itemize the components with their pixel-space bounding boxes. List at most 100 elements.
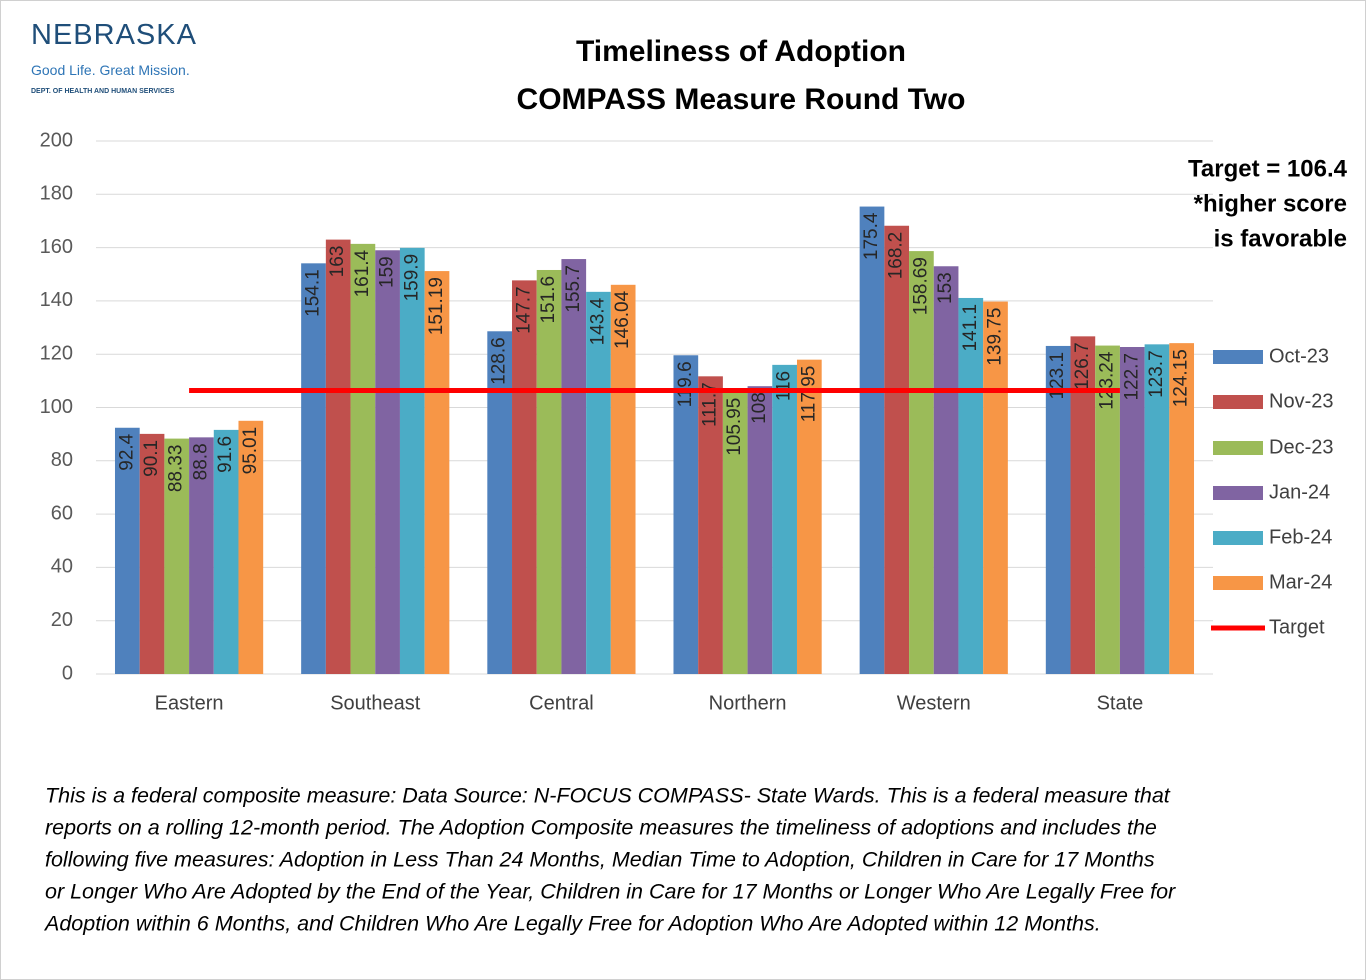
bar bbox=[1045, 345, 1071, 674]
bar bbox=[586, 291, 611, 674]
data-label: 146.04 bbox=[612, 290, 633, 349]
bar bbox=[1095, 345, 1120, 674]
x-tick-label: Southeast bbox=[330, 692, 421, 714]
chart-title: Timeliness of Adoption bbox=[576, 35, 906, 68]
data-label: 155.7 bbox=[563, 265, 584, 313]
y-tick-label: 160 bbox=[40, 236, 73, 258]
bar bbox=[399, 247, 425, 674]
bar bbox=[164, 438, 190, 674]
bar bbox=[561, 259, 587, 674]
bar bbox=[301, 263, 326, 674]
data-label: 116 bbox=[774, 371, 795, 401]
logo-tagline: Good Life. Great Mission. bbox=[31, 62, 190, 78]
y-tick-label: 200 bbox=[40, 129, 73, 151]
data-label: 139.75 bbox=[985, 308, 1006, 366]
x-tick-label: Western bbox=[897, 692, 971, 714]
data-label: 143.4 bbox=[587, 297, 608, 345]
data-label: 159 bbox=[377, 256, 398, 288]
data-label: 111.7 bbox=[700, 382, 721, 427]
legend-label: Mar-24 bbox=[1269, 571, 1332, 593]
footnote-line: Adoption within 6 Months, and Children W… bbox=[43, 912, 1101, 936]
legend-swatch bbox=[1213, 576, 1263, 590]
bar bbox=[673, 355, 699, 674]
data-label: 122.7 bbox=[1121, 353, 1142, 401]
data-label: 108 bbox=[749, 392, 770, 424]
data-label: 147.7 bbox=[513, 286, 534, 334]
bar bbox=[1119, 347, 1145, 674]
legend-label: Target bbox=[1269, 616, 1325, 638]
footnote-line: This is a federal composite measure: Dat… bbox=[45, 784, 1171, 808]
bar bbox=[350, 243, 376, 674]
data-label: 88.8 bbox=[190, 443, 211, 480]
bar bbox=[933, 266, 959, 674]
y-tick-label: 140 bbox=[40, 289, 73, 311]
legend-label: Feb-24 bbox=[1269, 526, 1332, 548]
legend-label: Nov-23 bbox=[1269, 390, 1333, 412]
chart-subtitle: COMPASS Measure Round Two bbox=[517, 83, 966, 116]
y-tick-label: 180 bbox=[40, 183, 73, 205]
bar bbox=[114, 427, 140, 674]
data-label: 154.1 bbox=[303, 269, 324, 317]
y-tick-label: 20 bbox=[51, 609, 73, 631]
data-label: 158.69 bbox=[910, 257, 931, 315]
bar bbox=[213, 429, 239, 674]
bar bbox=[884, 225, 910, 674]
y-tick-label: 120 bbox=[40, 342, 73, 364]
y-tick-label: 60 bbox=[51, 502, 73, 524]
bar bbox=[238, 420, 264, 674]
bar bbox=[325, 239, 351, 675]
data-label: 151.6 bbox=[538, 276, 559, 324]
y-tick-label: 0 bbox=[62, 662, 73, 684]
legend-label: Jan-24 bbox=[1269, 481, 1330, 503]
bar bbox=[189, 437, 214, 674]
bar bbox=[909, 251, 934, 674]
legend-swatch bbox=[1213, 395, 1263, 409]
bar bbox=[958, 297, 984, 674]
data-label: 92.4 bbox=[116, 433, 137, 470]
data-label: 123.24 bbox=[1097, 351, 1118, 410]
annotation: is favorable bbox=[1214, 225, 1347, 252]
bar bbox=[747, 386, 773, 674]
y-tick-label: 80 bbox=[51, 449, 73, 471]
data-label: 161.4 bbox=[352, 249, 373, 297]
data-label: 119.6 bbox=[675, 361, 696, 407]
annotation: *higher score bbox=[1194, 190, 1347, 217]
data-label: 117.95 bbox=[798, 366, 819, 423]
logo-dept: DEPT. OF HEALTH AND HUMAN SERVICES bbox=[31, 88, 175, 95]
legend-swatch bbox=[1213, 441, 1263, 455]
data-label: 128.6 bbox=[489, 337, 510, 385]
bar bbox=[796, 359, 822, 674]
bar bbox=[424, 271, 450, 674]
data-label: 126.7 bbox=[1072, 342, 1093, 390]
bar bbox=[983, 301, 1008, 674]
bar bbox=[698, 376, 723, 674]
x-tick-label: Central bbox=[529, 692, 593, 714]
data-label: 90.1 bbox=[141, 440, 162, 477]
bar bbox=[512, 280, 537, 674]
bar bbox=[536, 269, 562, 674]
data-label: 123.1 bbox=[1047, 352, 1068, 400]
bar bbox=[610, 284, 636, 674]
data-label: 151.19 bbox=[426, 277, 447, 335]
data-label: 88.33 bbox=[166, 445, 187, 493]
data-label: 95.01 bbox=[240, 427, 261, 475]
footnote-line: following five measures: Adoption in Les… bbox=[45, 848, 1155, 872]
y-tick-label: 100 bbox=[40, 396, 73, 418]
data-label: 105.95 bbox=[724, 398, 745, 456]
data-label: 141.1 bbox=[960, 304, 981, 352]
data-label: 159.9 bbox=[401, 254, 422, 302]
logo-name: NEBRASKA bbox=[31, 19, 197, 51]
logo: NEBRASKA Good Life. Great Mission. DEPT.… bbox=[31, 19, 231, 103]
legend-swatch bbox=[1213, 350, 1263, 364]
bar bbox=[375, 250, 400, 674]
bar bbox=[772, 364, 797, 674]
legend-label: Dec-23 bbox=[1269, 436, 1333, 458]
footnote-line: or Longer Who Are Adopted by the End of … bbox=[45, 880, 1176, 904]
bar bbox=[859, 206, 885, 674]
bar bbox=[139, 433, 165, 674]
annotation: Target = 106.4 bbox=[1188, 155, 1348, 182]
data-label: 124.15 bbox=[1171, 349, 1192, 407]
data-label: 175.4 bbox=[861, 212, 882, 260]
